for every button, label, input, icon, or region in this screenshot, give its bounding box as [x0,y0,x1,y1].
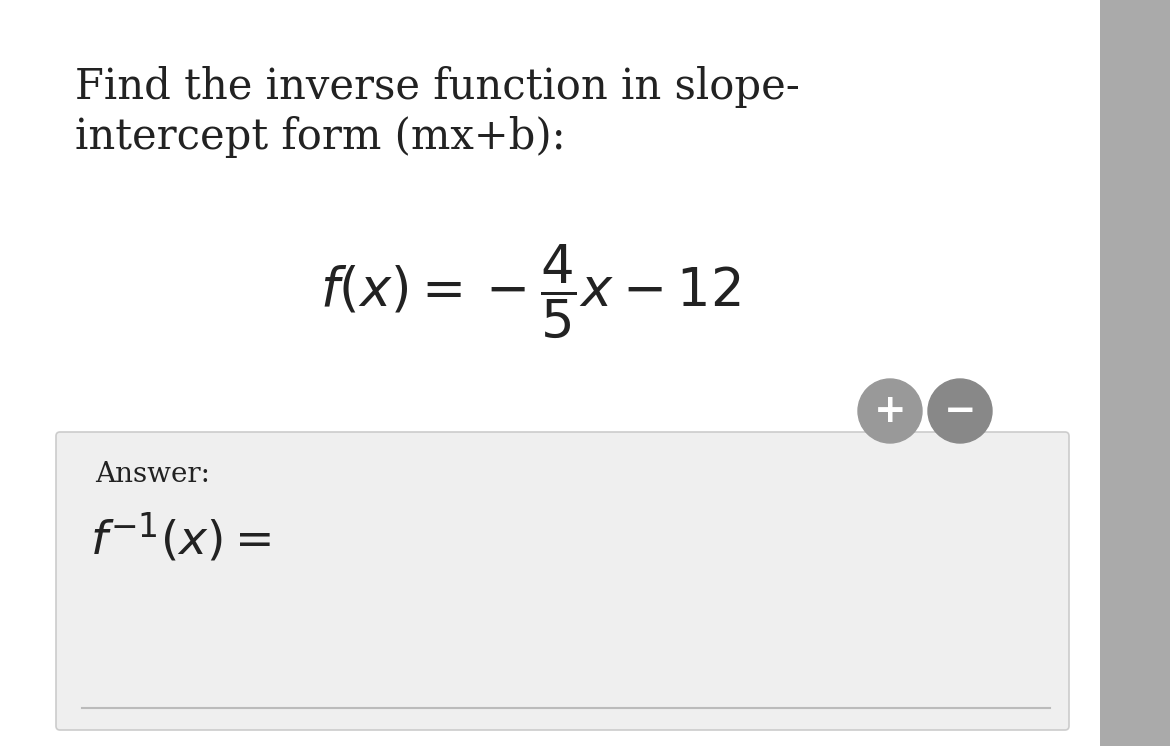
Text: $f^{-1}(x) =$: $f^{-1}(x) =$ [90,511,270,565]
Circle shape [928,379,992,443]
FancyBboxPatch shape [56,432,1069,730]
Text: −: − [944,392,976,430]
Text: $f(x) = -\dfrac{4}{5}x - 12$: $f(x) = -\dfrac{4}{5}x - 12$ [319,242,741,340]
Text: +: + [874,392,907,430]
Text: Answer:: Answer: [95,461,209,488]
Text: intercept form (mx+b):: intercept form (mx+b): [75,116,565,158]
Text: Find the inverse function in slope-: Find the inverse function in slope- [75,66,800,108]
Bar [1100,0,1170,746]
Circle shape [858,379,922,443]
